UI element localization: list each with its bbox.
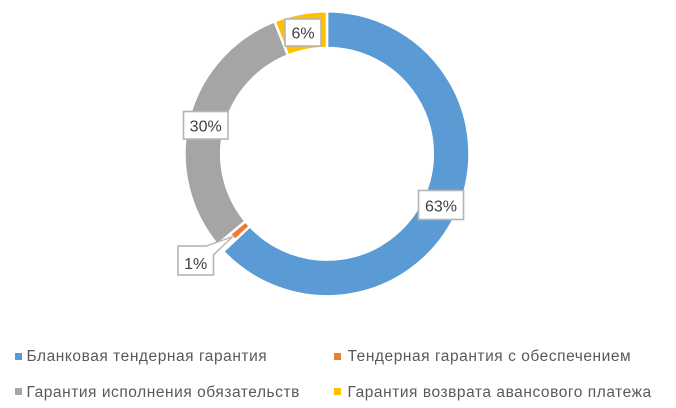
svg-text:1%: 1%: [184, 256, 207, 273]
svg-text:6%: 6%: [291, 26, 314, 43]
svg-text:63%: 63%: [425, 198, 457, 215]
svg-text:30%: 30%: [190, 118, 222, 135]
